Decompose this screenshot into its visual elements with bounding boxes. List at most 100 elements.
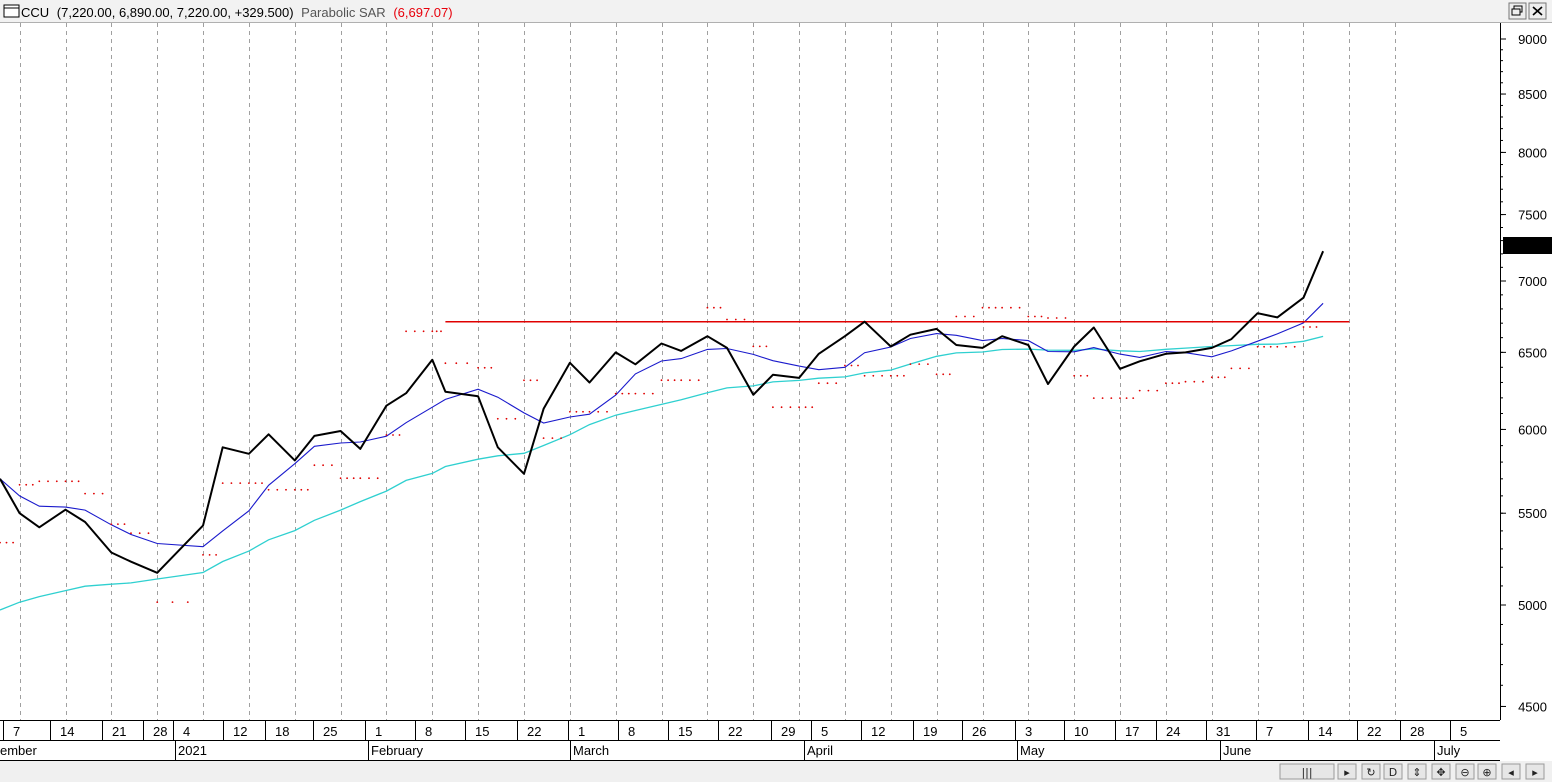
- scroll-right-icon[interactable]: ▸: [1337, 763, 1357, 780]
- sar-dot: [405, 330, 407, 333]
- day-label: 28: [1410, 724, 1424, 739]
- sar-dot: [863, 374, 866, 377]
- date-axis[interactable]: 7 14 21 28 4 12 18 25 1 8 15 22 1 8 15 22 29 5 12 19 26 3 10 17…: [0, 720, 1467, 760]
- close-icon[interactable]: [1528, 2, 1547, 20]
- sar-dot: [1276, 345, 1279, 348]
- nav-right-icon[interactable]: ▸: [1525, 763, 1545, 780]
- sar-dot: [994, 306, 997, 309]
- month-label: July: [1437, 743, 1461, 758]
- sar-dot: [123, 523, 126, 525]
- day-label: 3: [1025, 724, 1032, 739]
- sar-dot: [1001, 306, 1003, 309]
- restore-window-icon[interactable]: [1508, 2, 1527, 20]
- sar-dot: [1055, 317, 1058, 319]
- sar-dot: [444, 362, 447, 365]
- sar-dot: [5, 541, 8, 544]
- sar-dot: [77, 480, 80, 483]
- sar-dot: [909, 363, 912, 365]
- sar-dot: [1263, 345, 1265, 348]
- month-label: May: [1020, 743, 1045, 758]
- scroll-thumb-icon[interactable]: |||: [1279, 763, 1335, 780]
- svg-text:|||: |||: [1301, 766, 1312, 779]
- sar-dot: [1315, 326, 1318, 328]
- bottom-toolbar: [0, 761, 1552, 782]
- sar-dot: [12, 541, 15, 544]
- price-points: [0, 251, 1324, 573]
- svg-text:✥: ✥: [1436, 766, 1445, 779]
- sar-dot: [101, 492, 104, 495]
- sar-dot: [1047, 317, 1049, 319]
- day-label: 15: [678, 724, 692, 739]
- sar-dot: [896, 374, 899, 377]
- ohlc-readout: (7,220.00, 6,890.00, 7,220.00, +329.500): [57, 5, 294, 20]
- sar-dot: [346, 477, 348, 480]
- sar-dot: [560, 437, 562, 439]
- price-tick-label: 6500: [1518, 345, 1547, 360]
- month-label: April: [807, 743, 833, 758]
- sar-dot: [988, 306, 990, 309]
- zoom-in-icon[interactable]: ⊕: [1477, 763, 1497, 780]
- day-label: 10: [1074, 724, 1088, 739]
- svg-text:↻: ↻: [1366, 766, 1375, 779]
- parabolic-sar-dots: [0, 306, 1318, 603]
- day-label: 24: [1166, 724, 1180, 739]
- sar-dot: [171, 601, 174, 603]
- sar-dot: [47, 480, 49, 483]
- nav-left-icon[interactable]: ◂: [1501, 763, 1521, 780]
- sar-dot: [955, 315, 958, 318]
- sort-icon[interactable]: ⇕: [1407, 763, 1427, 780]
- move-icon[interactable]: ✥: [1431, 763, 1451, 780]
- sar-dot: [872, 374, 875, 377]
- sar-dot: [588, 410, 591, 413]
- draw-icon[interactable]: D: [1383, 763, 1403, 780]
- sar-dot: [285, 488, 287, 491]
- price-tick-label: 5500: [1518, 506, 1547, 521]
- sar-dot: [368, 477, 370, 480]
- sar-dot: [110, 523, 113, 525]
- sar-dot: [903, 374, 905, 377]
- sar-dot: [889, 374, 892, 377]
- sar-dot: [1010, 306, 1012, 309]
- sar-dot: [844, 364, 846, 367]
- day-label: 29: [781, 724, 795, 739]
- sar-dot: [215, 554, 218, 556]
- sar-dot: [689, 379, 691, 382]
- reset-icon[interactable]: ↻: [1361, 763, 1381, 780]
- sar-dot: [440, 330, 442, 333]
- sar-dot: [811, 406, 814, 409]
- sar-dot: [254, 482, 257, 484]
- day-label: 15: [475, 724, 489, 739]
- sar-dot: [606, 410, 608, 413]
- price-axis[interactable]: 9000 8500 8000 7500 7000 6500 6000 5500 5000 4500: [1500, 32, 1547, 714]
- sar-dot: [25, 483, 28, 486]
- zoom-out-icon[interactable]: ⊖: [1455, 763, 1475, 780]
- svg-text:◂: ◂: [1508, 766, 1514, 779]
- sar-dot: [734, 318, 737, 321]
- sar-dot: [1171, 382, 1174, 385]
- sar-dot: [621, 392, 624, 395]
- day-label: 1: [375, 724, 382, 739]
- fast-moving-average-line: [0, 302, 1324, 548]
- sar-dot: [496, 417, 499, 420]
- day-label: 31: [1216, 724, 1230, 739]
- price-tick-label: 5000: [1518, 598, 1547, 613]
- sar-dot: [431, 330, 434, 333]
- day-label: 7: [1266, 724, 1273, 739]
- sar-dot: [376, 477, 379, 480]
- svg-text:D: D: [1389, 766, 1397, 779]
- sar-dot: [972, 315, 975, 318]
- sar-dot: [780, 406, 783, 409]
- symbol-icon: [3, 4, 20, 18]
- indicator-name: Parabolic SAR: [301, 5, 386, 20]
- sar-dot: [477, 366, 479, 369]
- sar-dot: [536, 379, 538, 382]
- sar-dot: [804, 406, 807, 409]
- sar-dot: [490, 366, 493, 369]
- sar-dot: [1132, 397, 1135, 399]
- sar-dot: [1073, 374, 1076, 377]
- sar-dot: [529, 379, 532, 382]
- sar-dot: [927, 363, 929, 365]
- day-label: 22: [728, 724, 742, 739]
- sar-dot: [1269, 345, 1272, 348]
